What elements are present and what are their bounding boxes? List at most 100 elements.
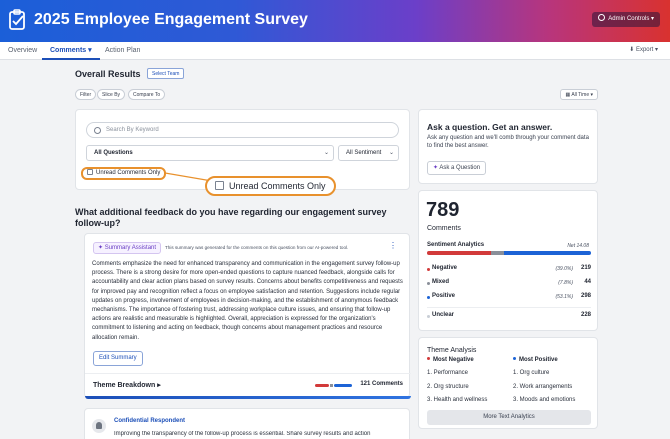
section-title: Overall Results: [75, 69, 141, 79]
positive-theme-item[interactable]: 3. Moods and emotions: [513, 394, 593, 408]
comment-text: Improving the transparency of the follow…: [114, 431, 404, 437]
theme-breakdown-toggle[interactable]: Theme Breakdown ▸: [93, 381, 161, 389]
download-icon: ⬇: [629, 47, 634, 53]
sentiment-bar-segment: [427, 251, 491, 255]
more-text-analytics-button[interactable]: More Text Analytics: [427, 410, 591, 425]
negative-theme-item[interactable]: 3. Health and wellness: [427, 394, 507, 408]
search-placeholder: Search By Keyword: [106, 127, 159, 133]
admin-controls-button[interactable]: Admin Controls ▾: [592, 12, 660, 27]
sentiment-label: Mixed: [432, 279, 449, 285]
sentiment-row-unclear[interactable]: Unclear 228: [427, 312, 591, 322]
sentiment-label: Unclear: [432, 312, 454, 318]
negative-dot: [427, 268, 430, 271]
export-label: Export: [636, 47, 653, 53]
compare-to-button[interactable]: Compare To: [128, 89, 165, 100]
time-range-dropdown[interactable]: ▦ All Time ▾: [560, 89, 598, 100]
sparkle-icon: ✦: [98, 245, 103, 251]
search-input[interactable]: Search By Keyword: [86, 122, 399, 138]
theme-breakdown-label: Theme Breakdown: [93, 382, 155, 389]
comment-count: 121 Comments: [360, 381, 403, 387]
chevron-down-icon: ▾: [590, 92, 593, 98]
time-range-label: All Time: [571, 92, 589, 98]
ask-question-button[interactable]: ✦ Ask a Question: [427, 161, 486, 175]
negative-theme-item[interactable]: 2. Org structure: [427, 381, 507, 395]
sentiment-percent: (39.0%): [555, 266, 573, 272]
checkbox-icon: [87, 169, 93, 175]
theme-breakdown-row[interactable]: Theme Breakdown ▸ 121 Comments: [85, 373, 411, 399]
negative-dot: [427, 357, 430, 360]
unclear-dot: [427, 315, 430, 318]
theme-sentiment-mini-bar: [315, 384, 352, 387]
tab-comments-label: Comments: [50, 47, 86, 54]
sentiment-row-negative[interactable]: Negative (39.0%) 219: [427, 265, 591, 275]
unread-comments-label: Unread Comments Only: [96, 170, 160, 176]
comment-stats-panel: 789 Comments Sentiment Analytics Net 14.…: [418, 190, 598, 331]
filter-button[interactable]: Filter: [75, 89, 96, 100]
callout-connector: [165, 172, 212, 182]
sentiment-label: Positive: [432, 293, 455, 299]
sentiment-bar-segment: [504, 251, 591, 255]
most-positive-column: Most Positive 1. Org culture 2. Work arr…: [513, 357, 593, 408]
theme-breakdown-accent: [85, 396, 411, 399]
unread-comments-checkbox[interactable]: Unread Comments Only: [81, 167, 166, 180]
user-icon: [92, 419, 106, 433]
slice-by-button[interactable]: Slice By: [97, 89, 125, 100]
tab-action-plan[interactable]: Action Plan: [105, 42, 140, 60]
most-positive-label: Most Positive: [519, 357, 558, 363]
summary-assistant-label: Summary Assistant: [105, 245, 156, 251]
more-options-icon[interactable]: ⋮: [389, 243, 397, 249]
sentiment-label: Negative: [432, 265, 457, 271]
sentiment-select[interactable]: All Sentiment ⌄: [338, 145, 399, 161]
total-comments-label: Comments: [427, 225, 461, 232]
unread-comments-callout: Unread Comments Only: [205, 176, 336, 196]
tab-overview[interactable]: Overview: [8, 42, 37, 60]
summary-assistant-badge: ✦ Summary Assistant: [93, 242, 161, 254]
question-heading: What additional feedback do you have reg…: [75, 207, 415, 229]
sentiment-count: 219: [581, 265, 591, 271]
theme-analysis-panel: Theme Analysis Most Negative 1. Performa…: [418, 337, 598, 429]
question-select-value: All Questions: [94, 150, 133, 156]
ask-question-panel: Ask a question. Get an answer. Ask any q…: [418, 109, 598, 184]
most-positive-heading: Most Positive: [513, 357, 593, 367]
calendar-icon: ▦: [565, 92, 570, 98]
mixed-dot: [427, 282, 430, 285]
ask-question-label: Ask a Question: [439, 165, 480, 171]
respondent-name: Confidential Respondent: [114, 418, 185, 424]
chevron-down-icon: ▾: [651, 16, 654, 22]
summary-note: This summary was generated for the comme…: [165, 245, 348, 250]
sentiment-percent: (53.1%): [555, 294, 573, 300]
edit-summary-button[interactable]: Edit Summary: [93, 351, 143, 366]
sentiment-count: 298: [581, 293, 591, 299]
positive-theme-item[interactable]: 2. Work arrangements: [513, 381, 593, 395]
most-negative-label: Most Negative: [433, 357, 474, 363]
net-score: Net 14.08: [567, 243, 589, 249]
sparkle-icon: ✦: [433, 165, 438, 171]
search-icon: [94, 127, 101, 134]
chevron-down-icon: ▾: [88, 47, 92, 54]
divider: [427, 307, 591, 308]
tab-comments[interactable]: Overview Comments ▾: [42, 42, 100, 60]
sentiment-count: 44: [584, 279, 591, 285]
checkbox-icon: [215, 181, 224, 190]
app-header: 2025 Employee Engagement Survey Admin Co…: [0, 0, 670, 42]
summary-card: ✦ Summary Assistant This summary was gen…: [84, 233, 410, 398]
negative-theme-item[interactable]: 1. Performance: [427, 367, 507, 381]
sentiment-percent: (7.8%): [558, 280, 573, 286]
export-button[interactable]: ⬇ Export ▾: [629, 42, 658, 60]
select-team-button[interactable]: Select Team: [147, 68, 184, 79]
page-title: 2025 Employee Engagement Survey: [34, 11, 308, 29]
unread-comments-callout-label: Unread Comments Only: [229, 181, 326, 191]
sentiment-bar-segment: [491, 251, 504, 255]
sentiment-count: 228: [581, 312, 591, 318]
chevron-down-icon: ▾: [655, 47, 658, 53]
question-select[interactable]: All Questions ⌄: [86, 145, 334, 161]
most-negative-column: Most Negative 1. Performance 2. Org stru…: [427, 357, 507, 408]
sentiment-title: Sentiment Analytics: [427, 242, 484, 248]
chevron-right-icon: ▸: [157, 382, 161, 389]
sentiment-row-mixed[interactable]: Mixed (7.8%) 44: [427, 279, 591, 289]
chevron-down-icon: ⌄: [389, 146, 394, 160]
most-negative-heading: Most Negative: [427, 357, 507, 367]
positive-theme-item[interactable]: 1. Org culture: [513, 367, 593, 381]
summary-text: Comments emphasize the need for enhanced…: [92, 260, 404, 343]
sentiment-row-positive[interactable]: Positive (53.1%) 298: [427, 293, 591, 303]
